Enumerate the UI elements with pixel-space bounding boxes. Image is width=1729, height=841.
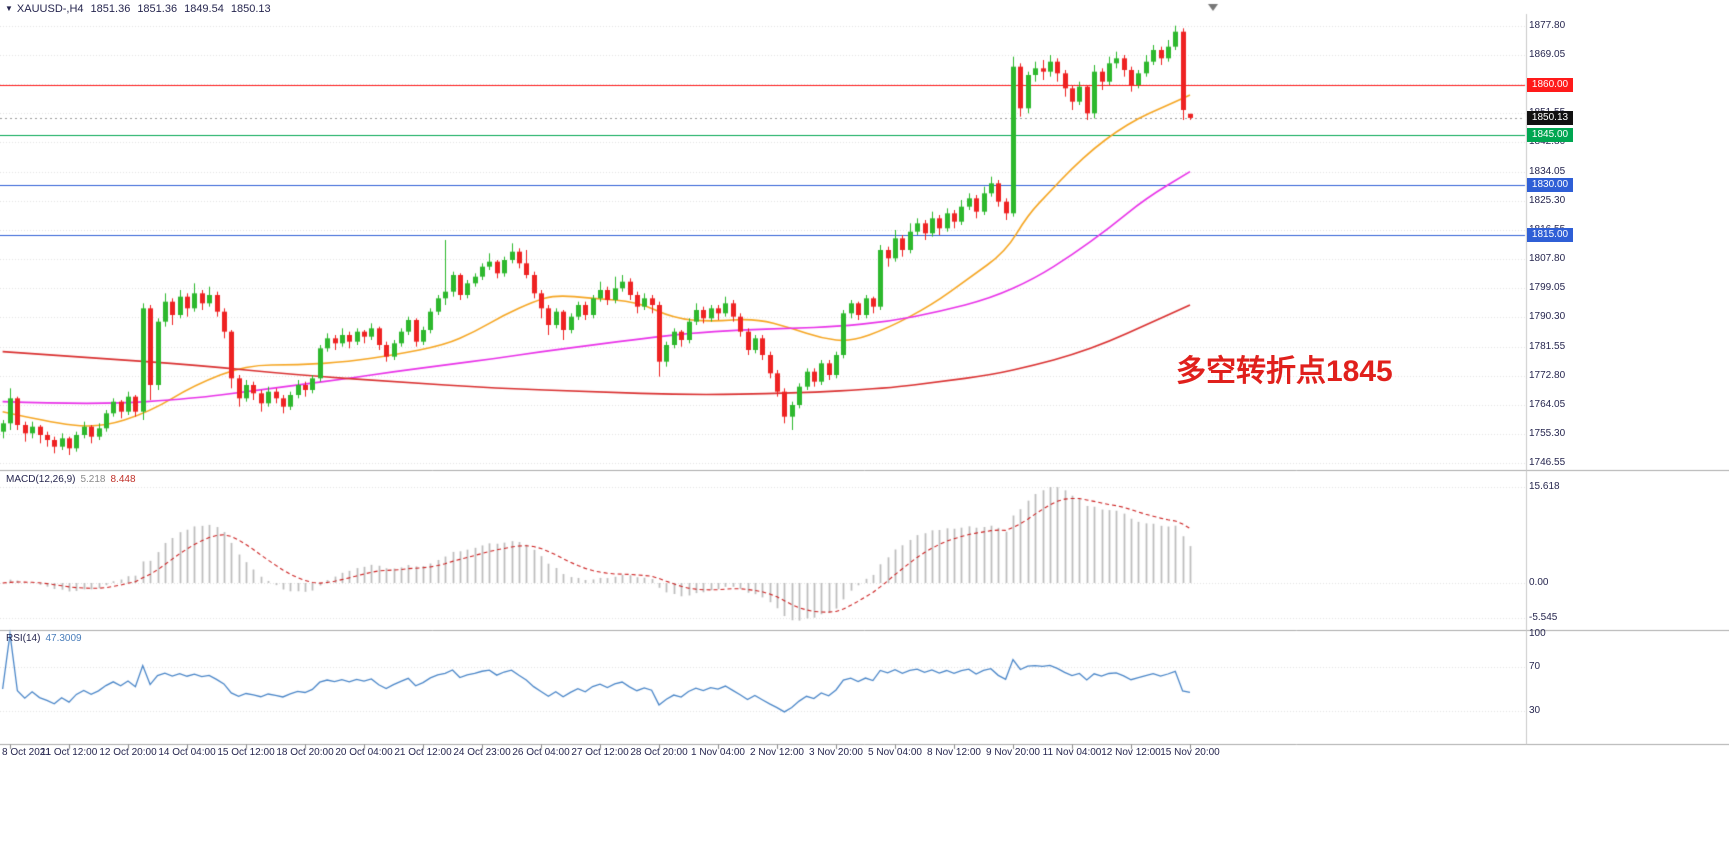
ohlc-open: 1851.36 <box>90 3 131 15</box>
time-axis-label: 26 Oct 04:00 <box>512 747 570 758</box>
time-axis-label: 12 Nov 12:00 <box>1101 747 1161 758</box>
time-axis-label: 1 Nov 04:00 <box>691 747 745 758</box>
price-axis-label: 1825.30 <box>1529 195 1566 206</box>
price-axis-label: 1790.30 <box>1529 311 1566 322</box>
time-axis-label: 15 Oct 12:00 <box>217 747 275 758</box>
price-level-badge: 1845.00 <box>1527 128 1573 142</box>
macd-axis-label: 0.00 <box>1529 577 1549 588</box>
price-level-badge: 1830.00 <box>1527 178 1573 192</box>
ohlc-high: 1851.36 <box>137 3 178 15</box>
price-axis-label: 1869.05 <box>1529 49 1566 60</box>
time-axis-label: 5 Nov 04:00 <box>868 747 922 758</box>
symbol-dropdown-icon[interactable]: ▼ <box>5 4 13 13</box>
time-axis-label: 9 Nov 20:00 <box>986 747 1040 758</box>
price-axis-label: 1764.05 <box>1529 399 1566 410</box>
rsi-indicator-label: RSI(14) 47.3009 <box>6 633 82 644</box>
time-axis-label: 18 Oct 20:00 <box>276 747 334 758</box>
current-price-badge: 1850.13 <box>1527 111 1573 125</box>
price-level-badge: 1815.00 <box>1527 228 1573 242</box>
price-axis-label: 1799.05 <box>1529 282 1566 293</box>
time-axis-label: 15 Nov 20:00 <box>1160 747 1220 758</box>
time-axis-label: 28 Oct 20:00 <box>630 747 688 758</box>
rsi-value: 47.3009 <box>45 633 82 644</box>
rsi-name: RSI(14) <box>6 633 41 644</box>
price-axis-label: 1877.80 <box>1529 20 1566 31</box>
ohlc-close: 1850.13 <box>230 3 271 15</box>
annotation-text: 多空转折点1845 <box>1176 355 1393 388</box>
time-axis-label: 24 Oct 23:00 <box>453 747 511 758</box>
price-axis-label: 1755.30 <box>1529 428 1566 439</box>
time-axis-label: 2 Nov 12:00 <box>750 747 804 758</box>
macd-main-value: 5.218 <box>80 474 106 485</box>
macd-indicator-label: MACD(12,26,9) 5.218 8.448 <box>6 474 136 485</box>
macd-signal-value: 8.448 <box>110 474 136 485</box>
chart-title: ▼ XAUUSD-,H4 1851.36 1851.36 1849.54 1850.13 <box>5 3 278 15</box>
time-axis-label: 11 Nov 04:00 <box>1042 747 1102 758</box>
time-axis-label: 27 Oct 12:00 <box>571 747 629 758</box>
symbol-period-label: XAUUSD-,H4 <box>16 3 84 15</box>
price-axis-label: 1746.55 <box>1529 457 1566 468</box>
price-axis-label: 1772.80 <box>1529 370 1566 381</box>
rsi-axis-label: 70 <box>1529 661 1541 672</box>
time-axis-label: 12 Oct 20:00 <box>99 747 157 758</box>
time-axis-label: 20 Oct 04:00 <box>335 747 393 758</box>
time-axis-label: 8 Oct 2021 <box>2 747 51 758</box>
rsi-axis-label: 30 <box>1529 705 1541 716</box>
macd-axis-label: 15.618 <box>1529 481 1560 492</box>
macd-name: MACD(12,26,9) <box>6 474 76 485</box>
ohlc-low: 1849.54 <box>184 3 224 15</box>
time-axis-label: 3 Nov 20:00 <box>809 747 863 758</box>
macd-axis-label: -5.545 <box>1529 612 1558 623</box>
price-axis-label: 1834.05 <box>1529 166 1566 177</box>
time-axis-label: 11 Oct 12:00 <box>40 747 98 758</box>
time-axis-label: 14 Oct 04:00 <box>158 747 216 758</box>
time-axis-label: 21 Oct 12:00 <box>394 747 452 758</box>
time-axis-label: 8 Nov 12:00 <box>927 747 981 758</box>
rsi-axis-label: 100 <box>1529 628 1546 639</box>
price-axis-label: 1807.80 <box>1529 253 1566 264</box>
price-level-badge: 1860.00 <box>1527 78 1573 92</box>
price-axis-label: 1781.55 <box>1529 341 1566 352</box>
